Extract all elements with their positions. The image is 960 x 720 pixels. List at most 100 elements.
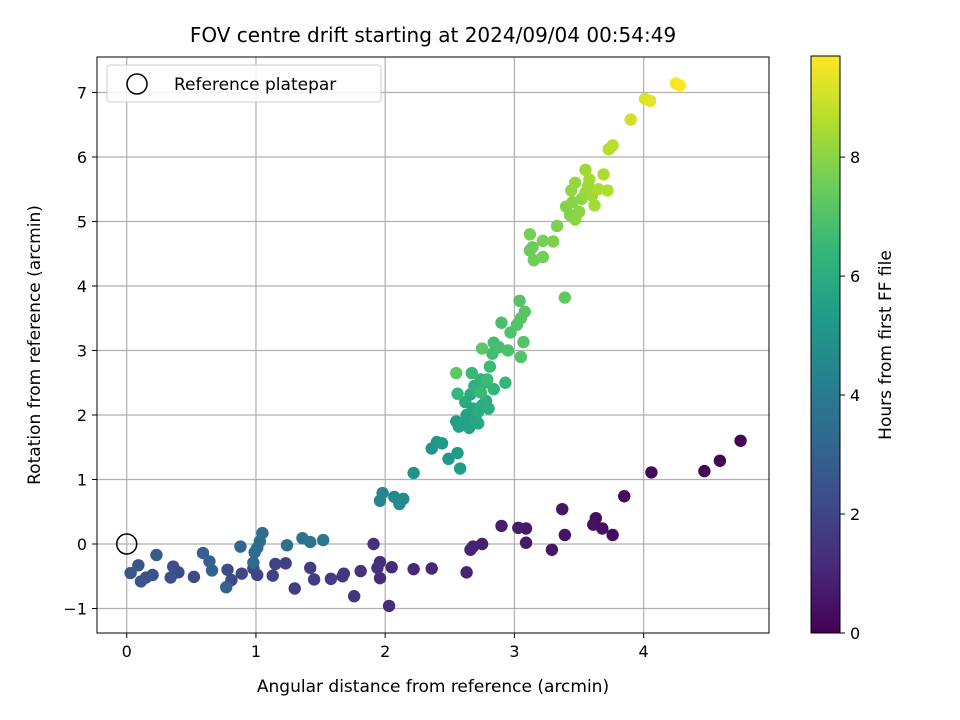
data-point-99 [499, 376, 512, 389]
data-point-38 [266, 569, 279, 582]
y-tick-label-2: 1 [77, 470, 87, 489]
x-tick-label-1: 1 [251, 642, 261, 661]
y-axis-ticks: −1 0 1 2 3 4 5 6 7 [63, 83, 97, 618]
data-point-58 [234, 540, 247, 553]
data-point-63 [256, 526, 269, 540]
data-points [124, 77, 747, 613]
data-point-67 [316, 533, 330, 547]
data-point-26 [371, 561, 384, 575]
data-point-1 [713, 454, 727, 467]
colorbar-tick-label-1: 2 [850, 505, 860, 524]
data-point-66 [304, 535, 317, 549]
data-point-144 [601, 184, 614, 197]
data-point-127 [550, 219, 564, 233]
data-point-36 [279, 557, 292, 570]
data-point-103 [481, 373, 494, 386]
data-point-123 [536, 250, 550, 264]
data-point-0 [734, 434, 747, 447]
data-point-125 [536, 234, 550, 248]
data-point-64 [280, 539, 294, 552]
data-point-108 [495, 316, 508, 329]
colorbar-tick-label-2: 4 [850, 386, 860, 405]
data-point-151 [673, 79, 687, 92]
legend: Reference platepar [106, 64, 382, 103]
grid [97, 57, 769, 633]
data-point-59 [247, 556, 260, 569]
colorbar-tick-label-4: 8 [850, 148, 860, 167]
colorbar [810, 55, 841, 634]
data-point-9 [558, 528, 572, 542]
data-point-11 [545, 543, 559, 556]
data-point-73 [407, 466, 420, 480]
data-point-142 [592, 183, 605, 196]
chart-title: FOV centre drift starting at 2024/09/04 … [190, 23, 676, 47]
data-point-79 [453, 462, 467, 475]
x-tick-label-0: 0 [122, 642, 132, 661]
y-tick-label-8: 7 [77, 83, 87, 102]
y-tick-label-5: 4 [77, 277, 87, 296]
data-point-146 [606, 139, 619, 152]
data-point-44 [187, 570, 201, 584]
y-axis-label: Rotation from reference (arcmin) [25, 205, 45, 485]
data-point-35 [288, 582, 301, 595]
data-point-34 [304, 561, 317, 575]
data-point-27 [367, 537, 380, 551]
y-tick-label-4: 3 [77, 341, 87, 360]
data-point-24 [373, 571, 387, 585]
data-point-19 [460, 566, 473, 579]
data-point-3 [645, 466, 658, 479]
data-point-100 [451, 387, 464, 400]
data-point-87 [472, 417, 485, 430]
y-tick-label-7: 6 [77, 148, 87, 167]
data-point-47 [164, 571, 177, 584]
x-axis-label: Angular distance from reference (arcmin) [257, 677, 609, 697]
data-point-57 [220, 581, 233, 594]
data-point-21 [407, 562, 420, 576]
data-point-10 [556, 502, 569, 516]
y-tick-label-3: 2 [77, 406, 87, 425]
data-point-139 [579, 163, 592, 177]
data-point-116 [518, 305, 531, 318]
data-point-52 [124, 566, 137, 580]
y-tick-label-6: 5 [77, 212, 87, 231]
reference-platepar-marker [115, 533, 138, 555]
data-point-28 [354, 564, 367, 578]
data-point-51 [132, 559, 145, 572]
data-point-140 [588, 199, 601, 212]
data-point-113 [517, 335, 530, 349]
colorbar-tick-label-0: 0 [850, 624, 860, 643]
data-point-121 [526, 241, 539, 254]
data-point-72 [397, 492, 410, 506]
data-point-5 [606, 528, 619, 542]
data-point-46 [167, 560, 180, 573]
data-point-54 [196, 546, 210, 560]
data-point-149 [643, 94, 657, 108]
data-point-78 [451, 446, 464, 460]
data-point-53 [150, 548, 163, 562]
data-point-135 [568, 176, 582, 189]
data-point-147 [624, 113, 637, 126]
data-point-118 [450, 366, 463, 380]
data-point-104 [483, 360, 497, 373]
y-tick-label-0: −1 [63, 599, 87, 618]
data-point-69 [376, 486, 389, 500]
data-point-8 [587, 518, 600, 531]
data-point-50 [134, 575, 148, 588]
data-point-33 [307, 573, 321, 586]
data-point-132 [572, 205, 586, 219]
data-point-119 [558, 291, 572, 304]
data-point-56 [205, 564, 219, 577]
data-point-76 [435, 437, 449, 450]
colorbar-tick-label-3: 6 [850, 267, 860, 286]
data-point-2 [698, 464, 711, 478]
x-axis-ticks: 0 1 2 3 4 [122, 633, 649, 661]
data-point-29 [347, 590, 361, 603]
colorbar-ticks: 0 2 4 6 8 [840, 148, 860, 643]
data-point-31 [336, 570, 349, 583]
legend-entry-reference: Reference platepar [174, 75, 336, 95]
data-point-114 [513, 294, 526, 308]
data-point-112 [514, 350, 528, 364]
data-point-98 [487, 382, 500, 396]
data-point-117 [475, 342, 489, 355]
